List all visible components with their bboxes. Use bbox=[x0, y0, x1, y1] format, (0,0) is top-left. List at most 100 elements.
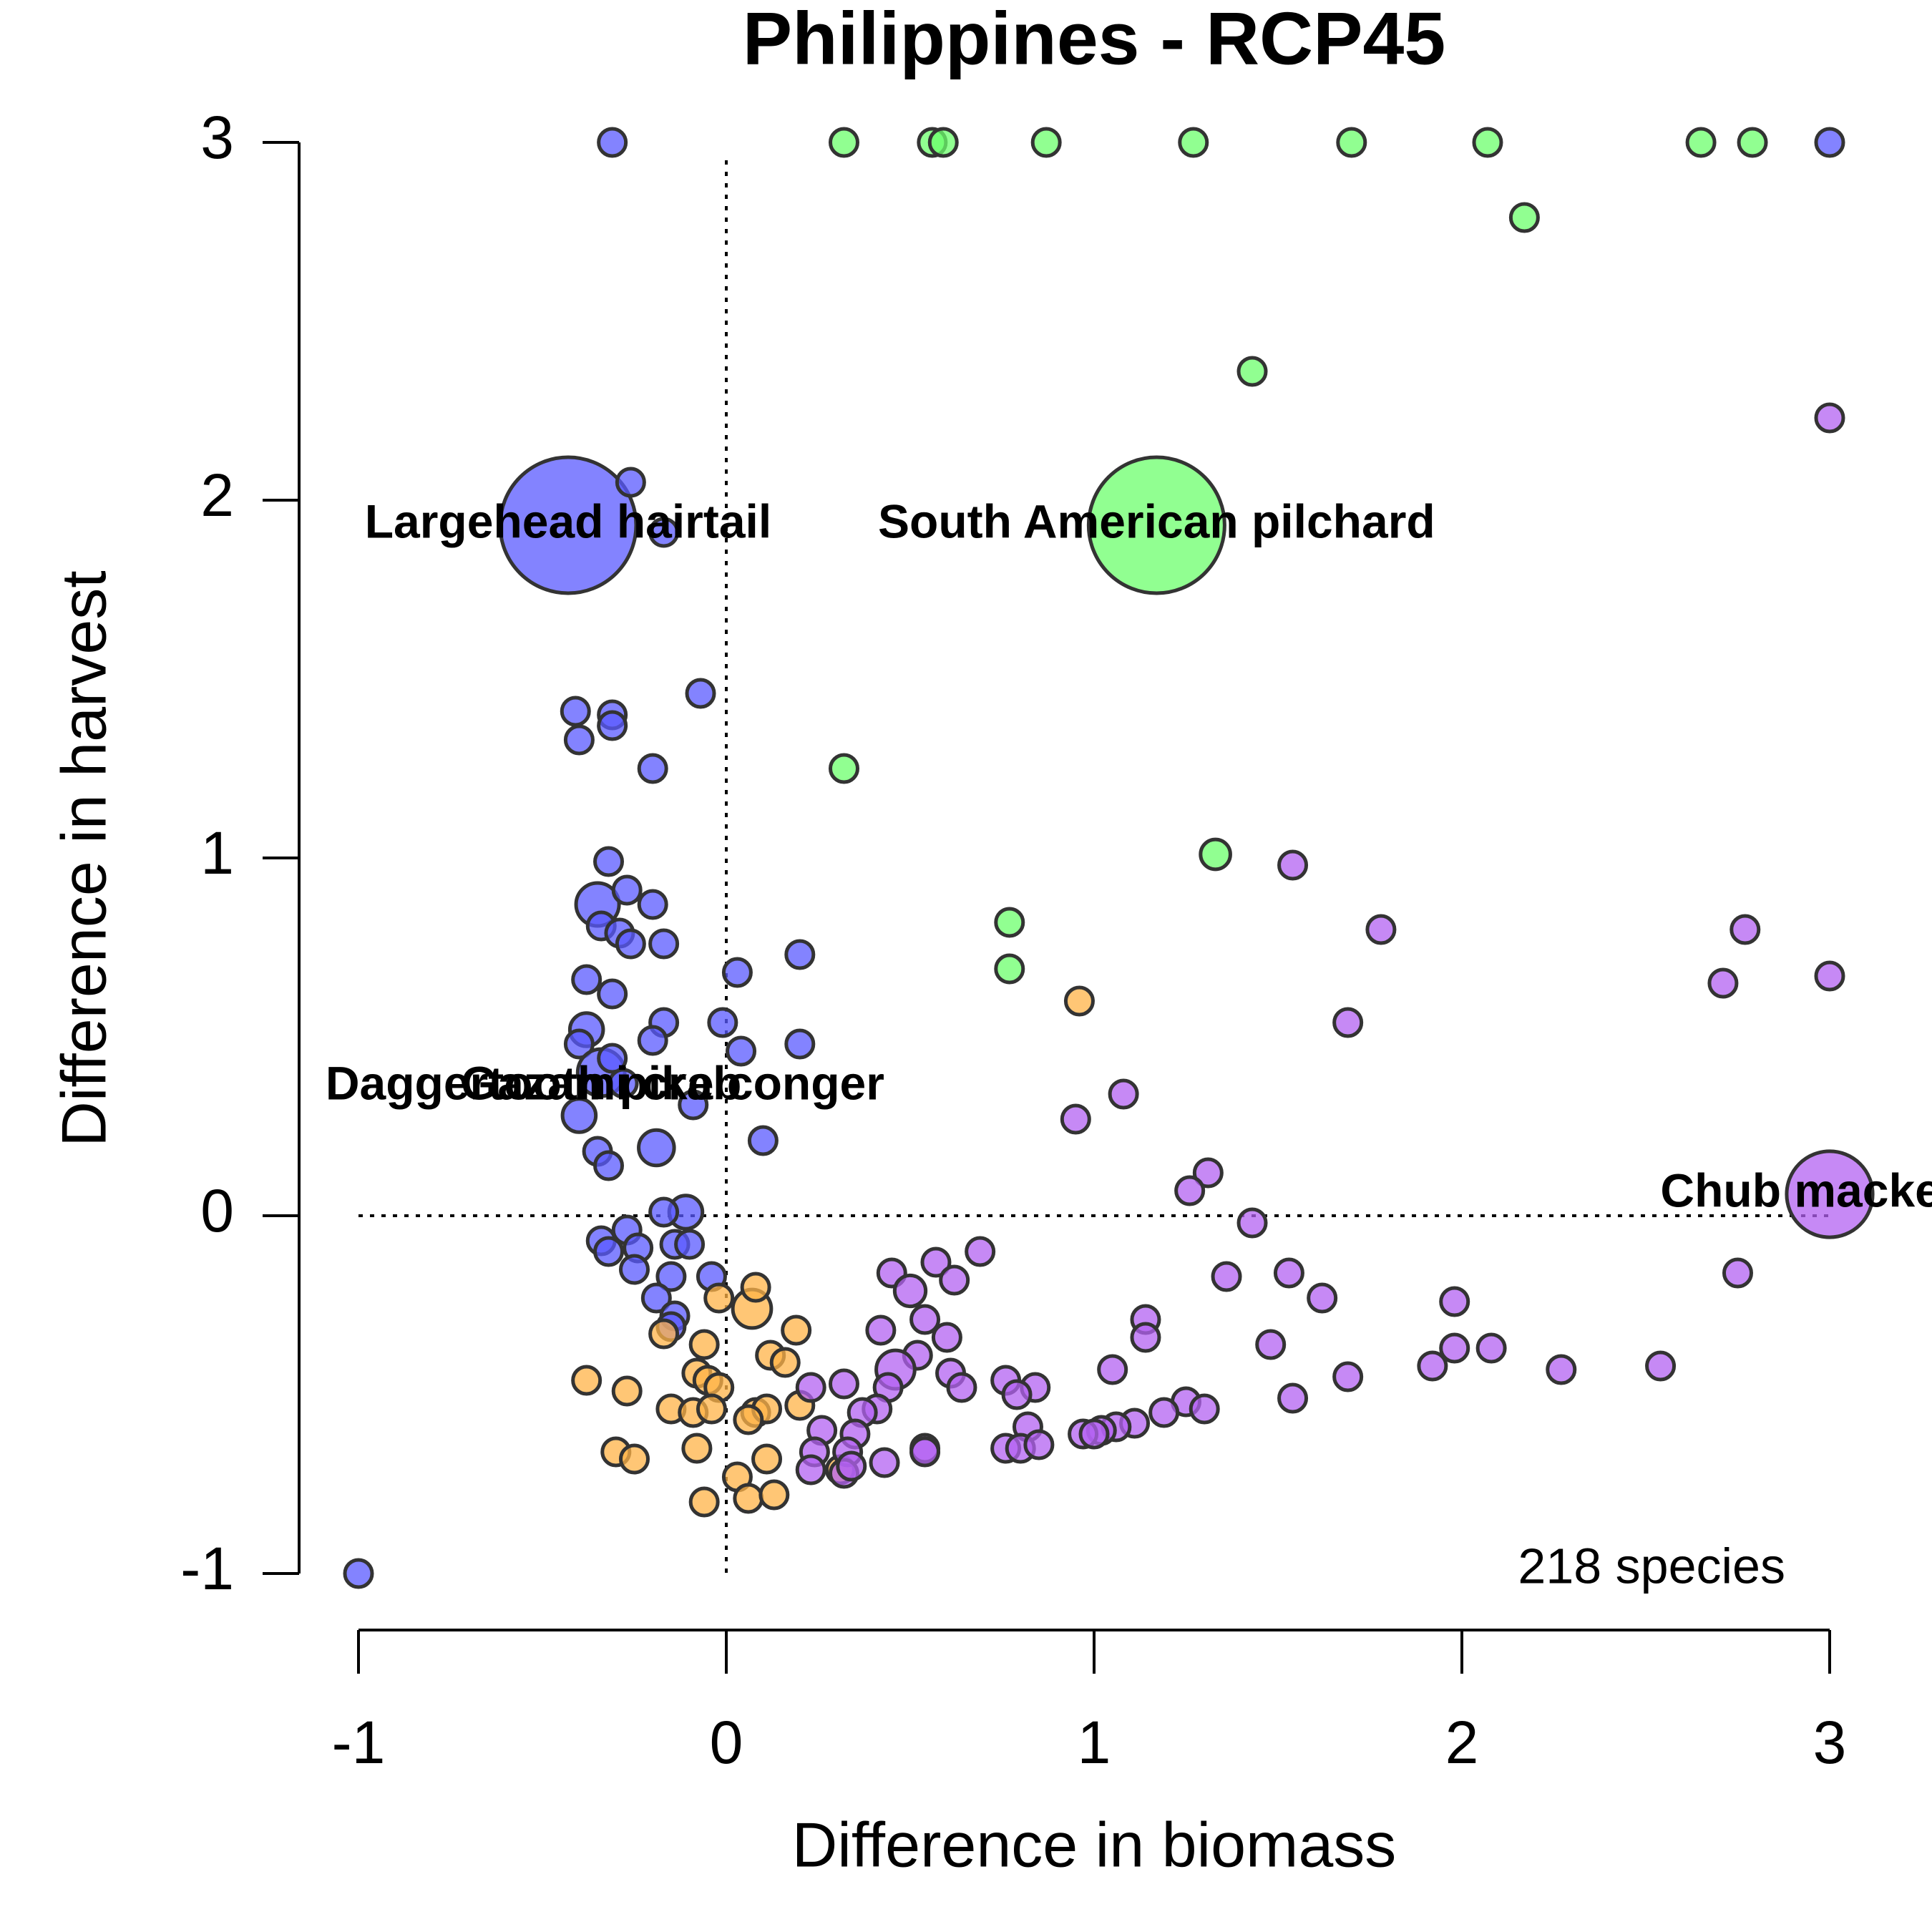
bubble bbox=[946, 1372, 977, 1403]
bubble bbox=[688, 1486, 720, 1518]
bubble bbox=[1814, 127, 1845, 158]
bubble bbox=[681, 1433, 713, 1464]
y-tick-label: 0 bbox=[200, 1177, 234, 1244]
bubble bbox=[740, 1272, 771, 1303]
bubble bbox=[758, 1479, 790, 1511]
bubble bbox=[920, 1246, 952, 1278]
bubble bbox=[1685, 127, 1717, 158]
bubble bbox=[1439, 1332, 1470, 1364]
chart-title: Philippines - RCP45 bbox=[743, 0, 1445, 80]
bubble bbox=[655, 1261, 687, 1292]
bubble bbox=[571, 1365, 602, 1396]
bubble bbox=[611, 874, 643, 906]
bubble bbox=[1336, 127, 1367, 158]
bubble bbox=[784, 939, 816, 970]
bubble bbox=[1211, 1261, 1242, 1292]
bubble bbox=[571, 964, 602, 995]
y-axis-title: Difference in harvest bbox=[48, 570, 119, 1146]
x-tick-label: 0 bbox=[710, 1709, 743, 1776]
bubble bbox=[781, 1314, 812, 1346]
bubble bbox=[1722, 1257, 1753, 1289]
bubble bbox=[637, 1128, 676, 1168]
x-axis-title: Difference in biomass bbox=[792, 1809, 1397, 1880]
bubble bbox=[1178, 127, 1209, 158]
bubble bbox=[593, 1236, 625, 1267]
bubble bbox=[1063, 985, 1095, 1017]
bubble bbox=[597, 127, 628, 158]
bubble bbox=[597, 710, 628, 741]
bubble bbox=[1060, 1103, 1091, 1135]
bubble bbox=[1472, 127, 1503, 158]
bubble bbox=[1307, 1282, 1338, 1314]
bubble bbox=[795, 1372, 826, 1403]
bubble bbox=[909, 1304, 941, 1335]
bubble bbox=[619, 1254, 650, 1285]
bubble bbox=[1130, 1322, 1161, 1353]
bubble bbox=[869, 1447, 900, 1478]
bubble bbox=[1546, 1354, 1577, 1385]
bubble bbox=[1078, 1418, 1110, 1450]
bubble bbox=[615, 467, 646, 498]
bubble bbox=[563, 1028, 595, 1060]
bubble bbox=[1439, 1286, 1470, 1317]
y-tick-label: 3 bbox=[200, 104, 234, 171]
bubble bbox=[597, 978, 628, 1010]
bubble bbox=[498, 455, 638, 595]
bubble bbox=[648, 1196, 680, 1228]
bubble bbox=[828, 753, 859, 784]
bubble bbox=[707, 1007, 738, 1038]
bubble bbox=[1365, 914, 1397, 945]
bubble bbox=[1475, 1332, 1507, 1364]
bubble bbox=[1707, 967, 1739, 999]
bubble bbox=[1236, 356, 1268, 387]
bubble bbox=[619, 1443, 650, 1475]
bubble bbox=[688, 1329, 720, 1360]
bubble bbox=[892, 1273, 928, 1309]
bubble bbox=[640, 1282, 672, 1314]
bubble bbox=[1332, 1007, 1364, 1038]
bubble bbox=[721, 957, 753, 988]
bubble bbox=[1174, 1175, 1206, 1206]
bubble bbox=[769, 1347, 801, 1378]
y-tick-label: 1 bbox=[200, 819, 234, 887]
bubble bbox=[1236, 1207, 1268, 1239]
bubble bbox=[696, 1393, 727, 1425]
bubble bbox=[560, 696, 591, 727]
bubble bbox=[994, 907, 1025, 938]
bubble bbox=[685, 678, 716, 709]
x-tick-label: -1 bbox=[332, 1709, 386, 1776]
bubble bbox=[931, 1322, 962, 1353]
bubble bbox=[1001, 1379, 1033, 1410]
bubble bbox=[593, 1150, 625, 1181]
bubble bbox=[828, 1368, 859, 1400]
bubble bbox=[563, 724, 595, 756]
bubble bbox=[593, 846, 625, 877]
bubble bbox=[1108, 1078, 1139, 1110]
bubble bbox=[637, 1025, 668, 1056]
bubble bbox=[1814, 960, 1845, 992]
bubble bbox=[828, 127, 859, 158]
bubble bbox=[1030, 127, 1062, 158]
bubble bbox=[615, 928, 646, 960]
bubble bbox=[836, 1450, 867, 1482]
x-tick-label: 3 bbox=[1813, 1709, 1847, 1776]
bubble bbox=[865, 1314, 897, 1346]
bubble bbox=[703, 1282, 735, 1314]
bubble bbox=[1273, 1257, 1304, 1289]
bubble bbox=[1417, 1350, 1448, 1382]
bubble bbox=[1645, 1350, 1677, 1382]
bubble bbox=[1192, 1157, 1224, 1189]
bubble bbox=[611, 1375, 643, 1407]
species-label: Largehead hairtail bbox=[365, 494, 772, 547]
bubble bbox=[751, 1443, 783, 1475]
species-count: 218 species bbox=[1518, 1538, 1785, 1594]
bubble bbox=[927, 127, 959, 158]
bubble bbox=[1189, 1393, 1220, 1425]
bubble bbox=[1148, 1397, 1180, 1428]
bubble bbox=[1277, 849, 1309, 881]
bubble bbox=[648, 1318, 680, 1350]
bubble bbox=[1086, 455, 1226, 595]
bubble bbox=[678, 1089, 709, 1121]
y-tick-label: 2 bbox=[200, 462, 234, 529]
bubble bbox=[1737, 127, 1768, 158]
